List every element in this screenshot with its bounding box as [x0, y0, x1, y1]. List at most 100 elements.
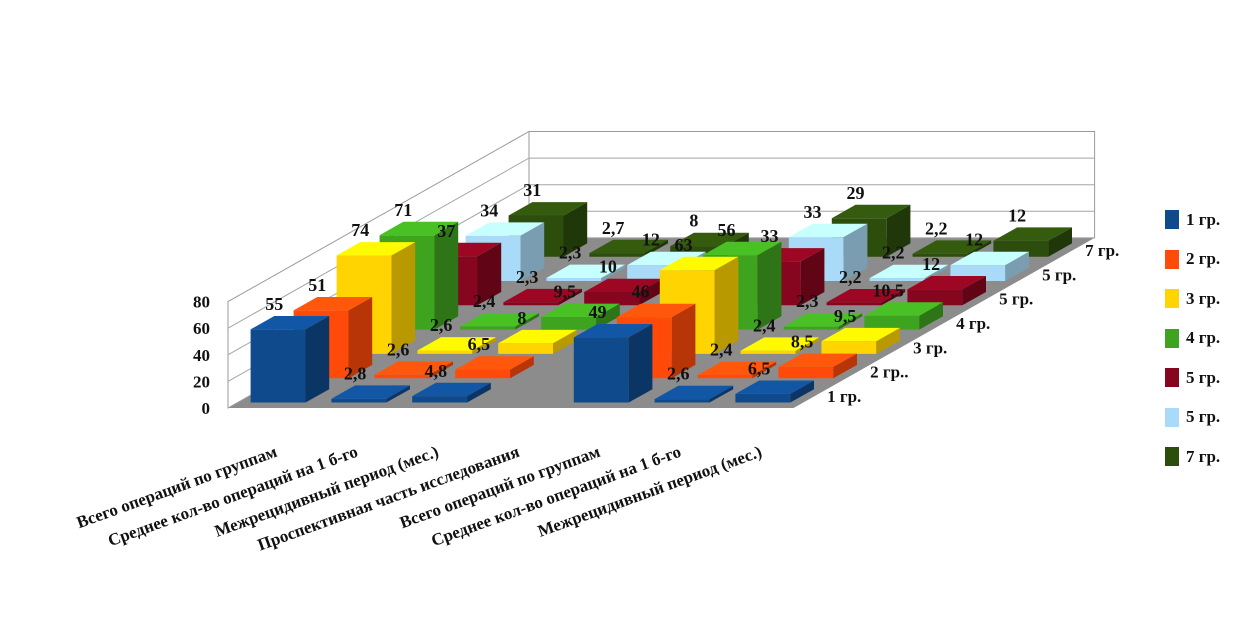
bar-side: [639, 278, 663, 306]
bar-front: [783, 326, 839, 330]
bar-side: [714, 256, 739, 354]
bar-side: [843, 223, 868, 281]
bar-top: [788, 223, 868, 238]
bar-top: [783, 313, 863, 327]
bar-side: [833, 353, 857, 379]
bar: [821, 327, 900, 354]
bar-side: [795, 337, 820, 354]
bar: [455, 356, 534, 379]
bar-top: [697, 361, 777, 375]
bar: [907, 276, 986, 306]
bar-front: [697, 375, 753, 379]
y-tick-label: 0: [202, 399, 211, 418]
data-label: 2,3: [516, 267, 539, 287]
bar-side: [881, 289, 906, 306]
bar-side: [558, 288, 582, 306]
bar-side: [752, 361, 777, 379]
bar: [331, 385, 410, 403]
bar-top: [589, 239, 668, 254]
data-label: 49: [588, 302, 606, 322]
y-tick-label: 80: [193, 293, 210, 312]
bar-side: [472, 337, 496, 354]
bar-front: [250, 329, 306, 403]
bar: [735, 380, 814, 403]
bar-top: [735, 380, 814, 394]
bar-front: [864, 315, 920, 330]
data-label: 2,2: [882, 243, 905, 263]
bar: [412, 382, 491, 403]
bar-top: [465, 222, 545, 236]
legend-item: 7 гр.: [1165, 437, 1220, 477]
legend-label: 5 гр.: [1186, 407, 1221, 427]
bar: [864, 302, 943, 330]
bar-front: [541, 317, 597, 330]
data-label: 8: [689, 211, 698, 231]
bar-side: [628, 324, 653, 403]
depth-tick-label: 5 гр.: [999, 290, 1033, 309]
bar-front: [912, 253, 968, 257]
data-label: 33: [760, 226, 778, 246]
data-label: 12: [1008, 205, 1026, 225]
bar-top: [460, 313, 539, 327]
bar: [573, 324, 653, 403]
data-label: 37: [437, 221, 455, 241]
data-label: 4,8: [425, 361, 448, 381]
bar-front: [498, 343, 554, 354]
bar-side: [601, 264, 625, 281]
bar-side: [429, 361, 453, 379]
bar-side: [434, 221, 459, 330]
bar: [584, 278, 663, 306]
bar-top: [498, 329, 577, 344]
data-label: 46: [631, 282, 649, 302]
legend-label: 5 гр.: [1186, 367, 1221, 387]
bar-side: [467, 382, 491, 403]
depth-tick-label: 1 гр.: [827, 387, 861, 406]
bar-top: [654, 385, 734, 400]
bar-side: [886, 204, 911, 257]
legend-item: 4 гр.: [1165, 319, 1220, 359]
data-label: 6,5: [468, 334, 491, 354]
legend-item: 1 гр.: [1165, 200, 1220, 240]
bar-side: [919, 302, 943, 330]
bar-front: [821, 341, 877, 354]
legend-label: 4 гр.: [1186, 328, 1221, 348]
bar-side: [709, 385, 734, 403]
data-label: 12: [642, 230, 660, 250]
depth-tick-label: 3 гр.: [913, 338, 947, 357]
bar-front: [374, 374, 430, 379]
bar-front: [412, 396, 468, 403]
bar-top: [821, 327, 900, 342]
bar-top: [950, 251, 1029, 266]
bar-side: [596, 303, 620, 330]
legend-label: 1 гр.: [1186, 209, 1221, 229]
bar: [697, 361, 777, 379]
bar: [783, 313, 863, 330]
bar-top: [912, 240, 992, 254]
data-label: 12: [965, 230, 983, 250]
y-tick-label: 20: [193, 372, 210, 391]
data-label: 33: [803, 202, 821, 222]
data-label: 63: [674, 235, 692, 255]
gridline: [227, 157, 1095, 329]
data-label: 8,5: [791, 332, 814, 352]
bar-top: [826, 289, 906, 303]
bar-side: [386, 385, 410, 403]
bar-front: [778, 366, 834, 379]
bar-front: [460, 326, 516, 330]
data-label: 34: [480, 200, 498, 220]
legend-label: 2 гр.: [1186, 249, 1221, 269]
bar-side: [757, 241, 782, 330]
legend: 1 гр. 2 гр. 3 гр. 4 гр. 5 гр. 5 гр. 7 гр.: [1165, 200, 1220, 477]
data-label: 56: [717, 220, 735, 240]
data-label: 9,5: [834, 306, 857, 326]
depth-axis: 1 гр. 2 гр.. 3 гр. 4 гр. 5 гр. 5 гр. 7 гр.: [827, 241, 1119, 406]
bar-front: [503, 302, 559, 306]
bar-front: [455, 369, 511, 379]
data-label: 2,4: [710, 340, 733, 360]
bar: [541, 303, 620, 330]
bar-top: [869, 264, 949, 279]
bar-front: [331, 398, 387, 403]
bar-top: [417, 337, 496, 351]
data-label: 10,5: [872, 280, 904, 300]
